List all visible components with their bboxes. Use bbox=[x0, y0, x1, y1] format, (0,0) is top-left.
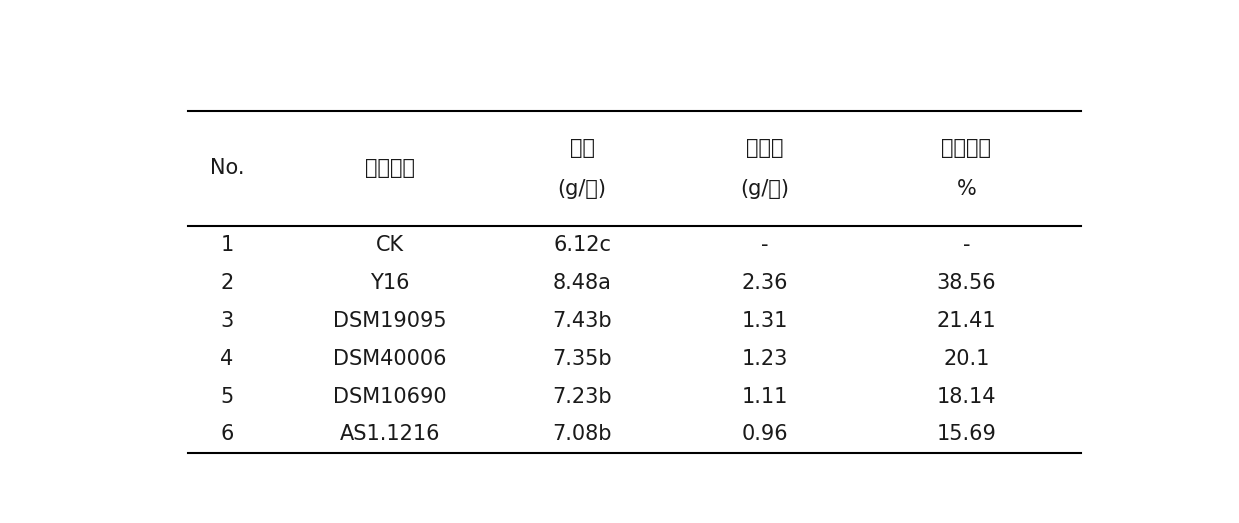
Text: 1.31: 1.31 bbox=[741, 311, 788, 331]
Text: 7.23b: 7.23b bbox=[553, 386, 612, 406]
Text: 4: 4 bbox=[221, 349, 233, 369]
Text: 鲜重提高: 鲜重提高 bbox=[942, 138, 991, 158]
Text: 6.12c: 6.12c bbox=[553, 235, 611, 255]
Text: Y16: Y16 bbox=[370, 272, 410, 293]
Text: 2: 2 bbox=[221, 272, 233, 293]
Text: 20.1: 20.1 bbox=[943, 349, 990, 369]
Text: DSM40006: DSM40006 bbox=[333, 349, 447, 369]
Text: 7.35b: 7.35b bbox=[553, 349, 612, 369]
Text: (g/盆): (g/盆) bbox=[740, 179, 789, 199]
Text: %: % bbox=[957, 179, 976, 199]
Text: AS1.1216: AS1.1216 bbox=[339, 425, 440, 445]
Text: 8.48a: 8.48a bbox=[553, 272, 612, 293]
Text: 6: 6 bbox=[221, 425, 234, 445]
Text: 7.43b: 7.43b bbox=[553, 311, 612, 331]
Text: 1.23: 1.23 bbox=[741, 349, 788, 369]
Text: 1.11: 1.11 bbox=[741, 386, 788, 406]
Text: 0.96: 0.96 bbox=[741, 425, 788, 445]
Text: -: - bbox=[963, 235, 970, 255]
Text: -: - bbox=[761, 235, 768, 255]
Text: (g/盆): (g/盆) bbox=[558, 179, 607, 199]
Text: 38.56: 38.56 bbox=[937, 272, 996, 293]
Text: 21.41: 21.41 bbox=[937, 311, 996, 331]
Text: CK: CK bbox=[377, 235, 404, 255]
Text: DSM19095: DSM19095 bbox=[333, 311, 447, 331]
Text: 15.69: 15.69 bbox=[937, 425, 996, 445]
Text: 鲜重: 鲜重 bbox=[570, 138, 595, 158]
Text: 1: 1 bbox=[221, 235, 233, 255]
Text: No.: No. bbox=[209, 158, 244, 178]
Text: 2.36: 2.36 bbox=[741, 272, 788, 293]
Text: 鲜重增: 鲜重增 bbox=[746, 138, 783, 158]
Text: 7.08b: 7.08b bbox=[553, 425, 612, 445]
Text: DSM10690: DSM10690 bbox=[333, 386, 447, 406]
Text: 生物菌剂: 生物菌剂 bbox=[366, 158, 415, 178]
Text: 18.14: 18.14 bbox=[937, 386, 996, 406]
Text: 3: 3 bbox=[221, 311, 233, 331]
Text: 5: 5 bbox=[221, 386, 233, 406]
